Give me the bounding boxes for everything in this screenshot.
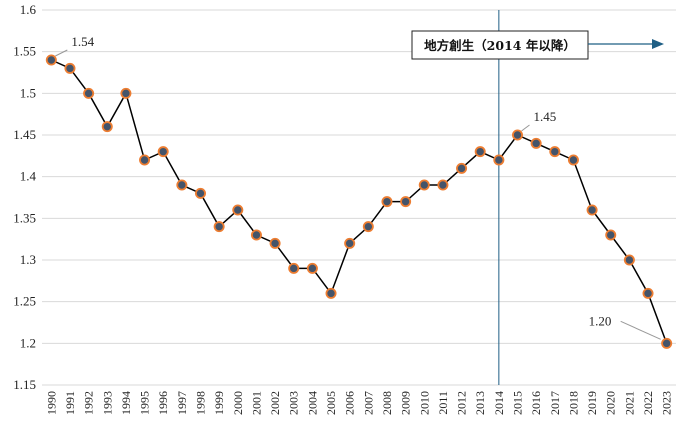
x-tick-label: 1997 bbox=[175, 391, 189, 415]
x-tick-label: 2019 bbox=[585, 391, 599, 415]
arrowhead-icon bbox=[652, 39, 664, 49]
callout-label: 地方創生（2014 年以降） bbox=[424, 38, 576, 53]
data-point bbox=[213, 221, 225, 233]
data-point bbox=[549, 146, 561, 158]
data-point bbox=[120, 87, 132, 99]
x-tick-label: 2016 bbox=[529, 391, 543, 415]
y-axis: 1.15 1.2 1.25 1.3 1.35 1.4 1.45 1.5 1.55 1.6 bbox=[13, 2, 36, 392]
y-tick-label: 1.5 bbox=[20, 85, 36, 100]
data-point bbox=[45, 54, 57, 66]
data-point bbox=[400, 196, 412, 208]
x-tick-label: 1993 bbox=[100, 391, 114, 415]
x-tick-label: 2008 bbox=[380, 391, 394, 415]
gridlines bbox=[42, 9, 676, 386]
x-tick-label: 2002 bbox=[268, 391, 282, 415]
annotation-label: 1.54 bbox=[71, 34, 94, 49]
data-point bbox=[381, 196, 393, 208]
x-tick-label: 1999 bbox=[212, 391, 226, 415]
data-point bbox=[83, 87, 95, 99]
data-point bbox=[139, 154, 151, 166]
x-tick-label: 2022 bbox=[641, 391, 655, 415]
y-tick-label: 1.45 bbox=[13, 127, 36, 142]
data-point bbox=[623, 254, 635, 266]
x-tick-label: 2014 bbox=[492, 391, 506, 415]
annotation-label: 1.45 bbox=[534, 109, 557, 124]
data-point bbox=[325, 287, 337, 299]
annotation-leader-line bbox=[55, 49, 68, 57]
annotation-leader-line bbox=[620, 320, 661, 340]
y-tick-label: 1.25 bbox=[13, 294, 36, 309]
data-point bbox=[269, 237, 281, 249]
data-point bbox=[456, 162, 468, 174]
y-tick-label: 1.35 bbox=[13, 210, 36, 225]
x-tick-label: 2006 bbox=[343, 391, 357, 415]
data-point bbox=[661, 337, 673, 349]
x-tick-label: 2000 bbox=[231, 391, 245, 415]
y-tick-label: 1.55 bbox=[13, 44, 36, 59]
y-tick-label: 1.2 bbox=[20, 335, 36, 350]
data-point bbox=[250, 229, 262, 241]
data-point bbox=[362, 221, 374, 233]
data-point bbox=[344, 237, 356, 249]
x-tick-label: 1995 bbox=[138, 391, 152, 415]
x-tick-label: 2015 bbox=[511, 391, 525, 415]
data-point bbox=[101, 121, 113, 133]
data-point bbox=[176, 179, 188, 191]
y-tick-label: 1.3 bbox=[20, 252, 36, 267]
data-annotations: 1.54 1.45 1.20 bbox=[55, 34, 661, 340]
data-point bbox=[642, 287, 654, 299]
x-tick-label: 2003 bbox=[287, 391, 301, 415]
x-tick-label: 2020 bbox=[604, 391, 618, 415]
x-axis: 1990 1991 1992 1993 1994 1995 1996 1997 1998 1999… bbox=[44, 391, 673, 415]
x-tick-label: 1991 bbox=[63, 391, 77, 415]
series-line bbox=[51, 59, 668, 344]
x-tick-label: 2007 bbox=[361, 391, 375, 415]
x-tick-label: 1998 bbox=[194, 391, 208, 415]
data-point bbox=[437, 179, 449, 191]
callout-box bbox=[411, 30, 589, 60]
y-tick-label: 1.6 bbox=[20, 2, 37, 17]
data-point bbox=[64, 62, 76, 74]
x-tick-label: 2005 bbox=[324, 391, 338, 415]
data-point bbox=[493, 154, 505, 166]
data-point bbox=[232, 204, 244, 216]
data-point bbox=[418, 179, 430, 191]
x-tick-label: 2011 bbox=[436, 391, 450, 415]
series-markers bbox=[45, 54, 673, 349]
x-tick-label: 2018 bbox=[566, 391, 580, 415]
y-tick-label: 1.15 bbox=[13, 377, 36, 392]
callout: 地方創生（2014 年以降） bbox=[411, 30, 664, 60]
data-point bbox=[194, 187, 206, 199]
data-point bbox=[306, 262, 318, 274]
x-tick-label: 1996 bbox=[156, 391, 170, 415]
data-point bbox=[288, 262, 300, 274]
data-point bbox=[474, 146, 486, 158]
x-tick-label: 2012 bbox=[455, 391, 469, 415]
x-tick-label: 1992 bbox=[82, 391, 96, 415]
data-point bbox=[530, 137, 542, 149]
data-point bbox=[157, 146, 169, 158]
x-tick-label: 1990 bbox=[44, 391, 58, 415]
x-tick-label: 2010 bbox=[417, 391, 431, 415]
data-point bbox=[605, 229, 617, 241]
data-point bbox=[567, 154, 579, 166]
x-tick-label: 2004 bbox=[305, 391, 319, 415]
x-tick-label: 2009 bbox=[399, 391, 413, 415]
annotation-label: 1.20 bbox=[589, 313, 612, 328]
annotation-leader-line bbox=[521, 124, 530, 132]
data-point bbox=[586, 204, 598, 216]
x-tick-label: 2017 bbox=[548, 391, 562, 415]
data-point bbox=[512, 129, 524, 141]
x-tick-label: 2023 bbox=[660, 391, 674, 415]
x-tick-label: 2021 bbox=[622, 391, 636, 415]
x-tick-label: 1994 bbox=[119, 391, 133, 415]
y-tick-label: 1.4 bbox=[20, 169, 37, 184]
x-tick-label: 2013 bbox=[473, 391, 487, 415]
x-tick-label: 2001 bbox=[249, 391, 263, 415]
